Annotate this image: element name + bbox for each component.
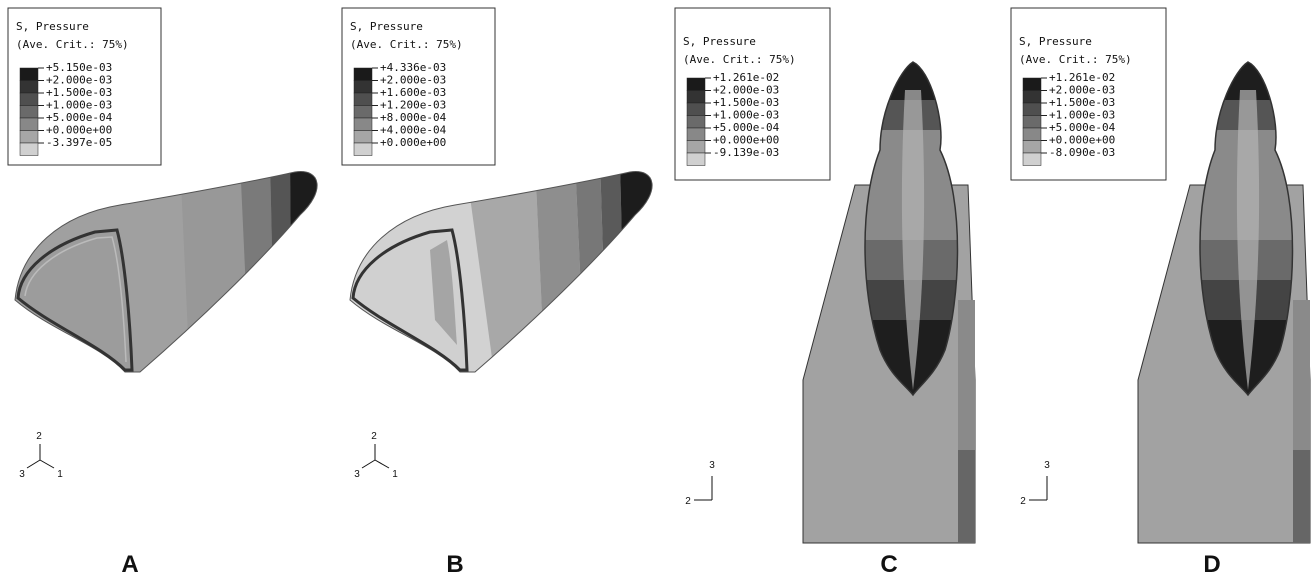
legend-subtitle: (Ave. Crit.: 75%) — [350, 38, 463, 51]
legend-swatch — [354, 118, 372, 131]
legend-title: S, Pressure — [1019, 35, 1092, 48]
legend-entry: -3.397e-05 — [46, 136, 112, 149]
panel-label: B — [446, 551, 463, 576]
model-a — [10, 160, 330, 380]
legend-swatch — [687, 153, 705, 166]
legend-swatch — [20, 68, 38, 81]
triad-label: 1 — [392, 469, 398, 480]
legend-title: S, Pressure — [350, 20, 423, 33]
legend-entry: +5.000e-04 — [46, 111, 113, 124]
legend-swatch — [20, 81, 38, 94]
legend-entry: +4.000e-04 — [380, 124, 447, 137]
triad-label: 2 — [1020, 496, 1026, 507]
triad-label: 1 — [57, 469, 63, 480]
triad-label: 3 — [1044, 460, 1050, 471]
legend-swatch — [1023, 78, 1041, 91]
legend-entry: +0.000e+00 — [46, 124, 112, 137]
legend-entry: +2.000e-03 — [46, 74, 112, 87]
legend-entry: +1.500e-03 — [713, 96, 779, 109]
legend-entry: +1.200e-03 — [380, 99, 446, 112]
panel-label: A — [121, 551, 138, 576]
legend-subtitle: (Ave. Crit.: 75%) — [1019, 53, 1132, 66]
legend-entry: +5.000e-04 — [1049, 121, 1116, 134]
legend-swatch — [20, 118, 38, 131]
triad-label: 2 — [36, 431, 42, 442]
axis-triad: 2 3 1 — [19, 431, 63, 480]
model-b — [345, 160, 665, 380]
triad-axis — [40, 460, 54, 468]
legend-entry: +2.000e-03 — [1049, 84, 1115, 97]
legend-entry: +1.000e-03 — [1049, 109, 1115, 122]
triad-label: 3 — [354, 469, 360, 480]
legend-title: S, Pressure — [16, 20, 89, 33]
legend-entry: +0.000e+00 — [1049, 134, 1115, 147]
legend-entry: -9.139e-03 — [713, 146, 779, 159]
triad-label: 3 — [19, 469, 25, 480]
legend-swatch — [20, 143, 38, 156]
legend-entry: +1.261e-02 — [713, 71, 779, 84]
triad-axis — [375, 460, 389, 468]
triad-axis — [362, 460, 375, 468]
legend-swatch — [20, 106, 38, 119]
triad-label: 2 — [685, 496, 691, 507]
legend-entry: +5.000e-04 — [713, 121, 780, 134]
axis-triad: 2 3 1 — [354, 431, 398, 480]
legend-swatch — [687, 128, 705, 141]
legend-swatch — [1023, 91, 1041, 104]
legend-swatch — [354, 106, 372, 119]
legend-swatch — [687, 103, 705, 116]
legend-swatch — [354, 143, 372, 156]
legend-swatch — [1023, 153, 1041, 166]
legend: S, Pressure (Ave. Crit.: 75%) +1.261e-02+2… — [675, 8, 830, 180]
legend-entry: +4.336e-03 — [380, 61, 446, 74]
legend-entry: +1.000e-03 — [713, 109, 779, 122]
legend-entry: +0.000e+00 — [713, 134, 779, 147]
legend-swatch — [354, 93, 372, 106]
legend-subtitle: (Ave. Crit.: 75%) — [16, 38, 129, 51]
legend-swatch — [687, 116, 705, 129]
legend-swatch — [1023, 103, 1041, 116]
legend-subtitle: (Ave. Crit.: 75%) — [683, 53, 796, 66]
legend-entry: +1.600e-03 — [380, 86, 446, 99]
legend-entry: +1.500e-03 — [46, 86, 112, 99]
figure: S, Pressure(Ave. Crit.: 75%)+5.150e-03+2… — [0, 0, 1314, 576]
triad-label: 2 — [371, 431, 377, 442]
legend-swatch — [687, 91, 705, 104]
legend-swatch — [354, 81, 372, 94]
legend-entry: +8.000e-04 — [380, 111, 447, 124]
panel-label: C — [880, 551, 897, 576]
panel-label: D — [1203, 551, 1220, 576]
triad-label: 3 — [709, 460, 715, 471]
legend-swatch — [354, 68, 372, 81]
triad-axis — [27, 460, 40, 468]
legend-entry: +1.261e-02 — [1049, 71, 1115, 84]
legend-entry: +2.000e-03 — [713, 84, 779, 97]
legend-entry: +0.000e+00 — [380, 136, 446, 149]
legend-swatch — [687, 78, 705, 91]
legend: S, Pressure (Ave. Crit.: 75%) +4.336e-03+2… — [342, 8, 495, 165]
axis-triad: 32 — [685, 460, 715, 507]
axis-triad: 32 — [1020, 460, 1050, 507]
legend-entry: +1.500e-03 — [1049, 96, 1115, 109]
legend-entry: +2.000e-03 — [380, 74, 446, 87]
legend: S, Pressure (Ave. Crit.: 75%) +5.150e-03+2… — [8, 8, 161, 165]
legend-swatch — [20, 93, 38, 106]
legend-swatch — [354, 131, 372, 144]
legend-swatch — [1023, 128, 1041, 141]
legend-swatch — [1023, 141, 1041, 154]
legend-entry: +1.000e-03 — [46, 99, 112, 112]
legend-swatch — [687, 141, 705, 154]
legend-title: S, Pressure — [683, 35, 756, 48]
legend-entry: +5.150e-03 — [46, 61, 112, 74]
legend-swatch — [20, 131, 38, 144]
legend-swatch — [1023, 116, 1041, 129]
legend: S, Pressure (Ave. Crit.: 75%) +1.261e-02+2… — [1011, 8, 1166, 180]
legend-entry: -8.090e-03 — [1049, 146, 1115, 159]
